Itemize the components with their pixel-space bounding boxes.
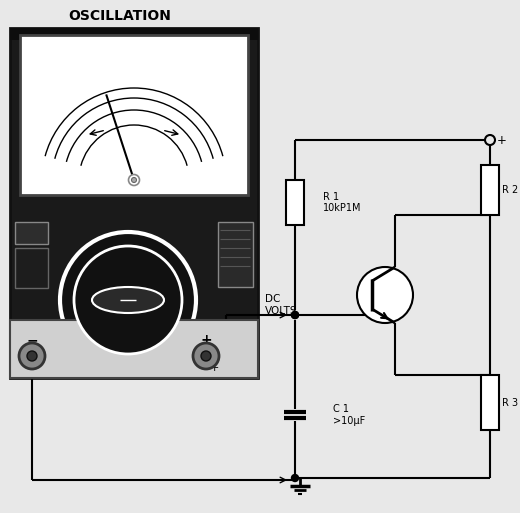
Text: R 2: R 2 <box>502 185 518 195</box>
Text: R 3: R 3 <box>502 398 518 407</box>
Circle shape <box>60 232 196 368</box>
Ellipse shape <box>92 287 164 313</box>
Circle shape <box>292 311 298 319</box>
Bar <box>20 35 248 195</box>
Circle shape <box>19 343 45 369</box>
Bar <box>481 165 499 215</box>
Circle shape <box>193 343 219 369</box>
Bar <box>15 248 48 288</box>
Text: +: + <box>200 333 212 347</box>
Text: DC
VOLTS: DC VOLTS <box>265 294 297 316</box>
Text: OSCILLATION: OSCILLATION <box>69 9 172 23</box>
Text: −: − <box>26 333 38 347</box>
Bar <box>10 28 258 378</box>
Bar <box>10 28 258 40</box>
Bar <box>218 222 253 287</box>
Text: +: + <box>497 133 507 147</box>
Circle shape <box>132 177 136 183</box>
Text: C 1
>10μF: C 1 >10μF <box>333 404 365 426</box>
Circle shape <box>487 136 493 144</box>
Text: +: + <box>210 363 219 373</box>
Circle shape <box>292 475 298 482</box>
Bar <box>15 222 48 244</box>
Text: R 1
10kΡ1M: R 1 10kΡ1M <box>323 192 361 213</box>
Circle shape <box>74 246 182 354</box>
Circle shape <box>128 174 139 186</box>
Circle shape <box>292 311 298 319</box>
Bar <box>286 180 304 225</box>
Bar <box>481 375 499 430</box>
Circle shape <box>27 351 37 361</box>
Bar <box>10 320 258 378</box>
Circle shape <box>485 135 495 145</box>
Circle shape <box>201 351 211 361</box>
Circle shape <box>357 267 413 323</box>
